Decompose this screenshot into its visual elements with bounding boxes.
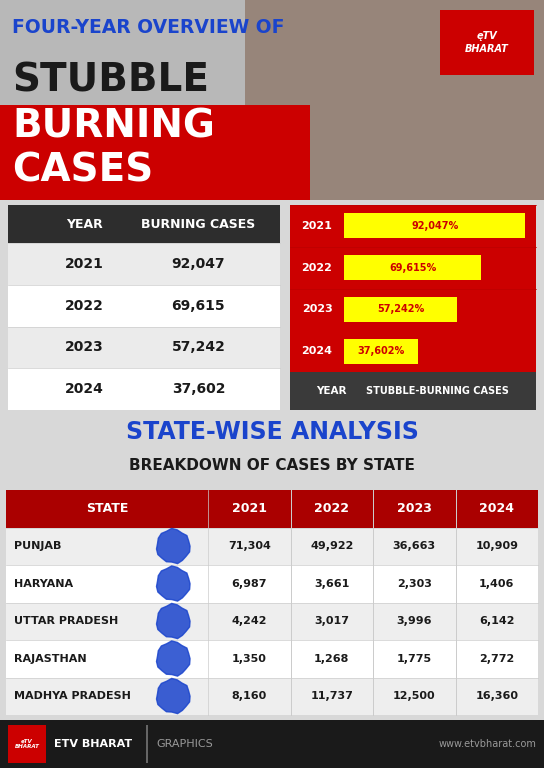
Text: 16,360: 16,360 <box>475 691 518 701</box>
Text: 2022: 2022 <box>301 263 332 273</box>
Text: www.etvbharat.com: www.etvbharat.com <box>438 739 536 749</box>
Bar <box>0 200 544 415</box>
Bar <box>0 415 544 720</box>
Text: 3,017: 3,017 <box>314 616 349 626</box>
Text: HARYANA: HARYANA <box>14 579 73 589</box>
Bar <box>0 720 544 768</box>
Text: 36,663: 36,663 <box>393 541 436 551</box>
Bar <box>6 490 538 528</box>
Text: 92,047%: 92,047% <box>411 221 459 231</box>
Text: 69,615: 69,615 <box>171 299 225 313</box>
Text: STATE-WISE ANALYSIS: STATE-WISE ANALYSIS <box>126 420 418 444</box>
Bar <box>0 0 544 200</box>
Text: 2024: 2024 <box>479 502 514 515</box>
Bar <box>8 205 280 410</box>
Text: 1,775: 1,775 <box>397 654 432 664</box>
Bar <box>6 565 538 603</box>
Text: STUBBLE-BURNING CASES: STUBBLE-BURNING CASES <box>366 386 509 396</box>
Bar <box>344 297 457 322</box>
Bar <box>8 725 46 763</box>
Text: 11,737: 11,737 <box>311 691 353 701</box>
Text: YEAR: YEAR <box>66 217 102 230</box>
Text: 2021: 2021 <box>65 257 103 271</box>
Bar <box>290 372 536 410</box>
Text: STATE: STATE <box>86 502 128 515</box>
Text: FOUR-YEAR OVERVIEW OF: FOUR-YEAR OVERVIEW OF <box>12 18 285 37</box>
Text: 37,602%: 37,602% <box>357 346 405 356</box>
Text: 10,909: 10,909 <box>475 541 518 551</box>
Text: 1,406: 1,406 <box>479 579 515 589</box>
Text: 1,268: 1,268 <box>314 654 350 664</box>
Text: 3,661: 3,661 <box>314 579 350 589</box>
Polygon shape <box>157 641 190 676</box>
Bar <box>8 205 280 243</box>
Bar <box>0 105 310 200</box>
Text: 2024: 2024 <box>301 346 332 356</box>
Bar <box>440 10 534 75</box>
Text: 57,242: 57,242 <box>171 340 225 354</box>
Bar <box>344 339 418 364</box>
Bar <box>290 205 536 410</box>
Text: BURNING CASES: BURNING CASES <box>141 217 256 230</box>
Text: PUNJAB: PUNJAB <box>14 541 61 551</box>
Text: 6,142: 6,142 <box>479 616 515 626</box>
Text: 2023: 2023 <box>65 340 103 354</box>
Text: 69,615%: 69,615% <box>389 263 436 273</box>
Text: 6,987: 6,987 <box>232 579 267 589</box>
Text: ęTV
BHARAT: ęTV BHARAT <box>15 739 39 750</box>
Bar <box>6 640 538 677</box>
Text: ęTV
BHARAT: ęTV BHARAT <box>465 31 509 54</box>
Text: 3,996: 3,996 <box>397 616 432 626</box>
Bar <box>8 368 280 410</box>
Text: 57,242%: 57,242% <box>377 304 424 314</box>
Bar <box>6 677 538 715</box>
Text: 2024: 2024 <box>65 382 103 396</box>
Text: 2022: 2022 <box>65 299 103 313</box>
Text: 92,047: 92,047 <box>171 257 225 271</box>
Text: 12,500: 12,500 <box>393 691 436 701</box>
Bar <box>8 243 280 285</box>
Text: STUBBLE: STUBBLE <box>12 62 209 100</box>
Text: UTTAR PRADESH: UTTAR PRADESH <box>14 616 118 626</box>
Bar <box>146 725 147 763</box>
Bar <box>344 255 481 280</box>
Text: MADHYA PRADESH: MADHYA PRADESH <box>14 691 131 701</box>
Polygon shape <box>157 604 190 638</box>
Bar <box>245 0 544 200</box>
Text: 49,922: 49,922 <box>310 541 354 551</box>
Text: 71,304: 71,304 <box>228 541 271 551</box>
Bar <box>8 326 280 368</box>
Text: 2022: 2022 <box>314 502 349 515</box>
Text: YEAR: YEAR <box>317 386 347 396</box>
Text: 4,242: 4,242 <box>232 616 267 626</box>
Text: 2021: 2021 <box>301 221 332 231</box>
Polygon shape <box>157 566 190 601</box>
Text: 2,772: 2,772 <box>479 654 515 664</box>
Text: 2021: 2021 <box>232 502 267 515</box>
Text: 2023: 2023 <box>397 502 432 515</box>
Bar <box>6 528 538 565</box>
Text: BURNING: BURNING <box>12 108 215 146</box>
Text: 8,160: 8,160 <box>232 691 267 701</box>
Text: GRAPHICS: GRAPHICS <box>156 739 213 749</box>
Polygon shape <box>157 528 190 564</box>
Polygon shape <box>157 678 190 713</box>
Text: BREAKDOWN OF CASES BY STATE: BREAKDOWN OF CASES BY STATE <box>129 458 415 473</box>
Text: 1,350: 1,350 <box>232 654 267 664</box>
Text: RAJASTHAN: RAJASTHAN <box>14 654 86 664</box>
Bar <box>8 285 280 326</box>
Text: 37,602: 37,602 <box>172 382 225 396</box>
Bar <box>6 603 538 640</box>
Text: 2023: 2023 <box>302 304 332 314</box>
Bar <box>6 490 538 715</box>
Text: 2,303: 2,303 <box>397 579 432 589</box>
Bar <box>344 214 526 238</box>
Bar <box>0 0 544 200</box>
Text: CASES: CASES <box>12 152 153 190</box>
Text: ETV BHARAT: ETV BHARAT <box>54 739 132 749</box>
